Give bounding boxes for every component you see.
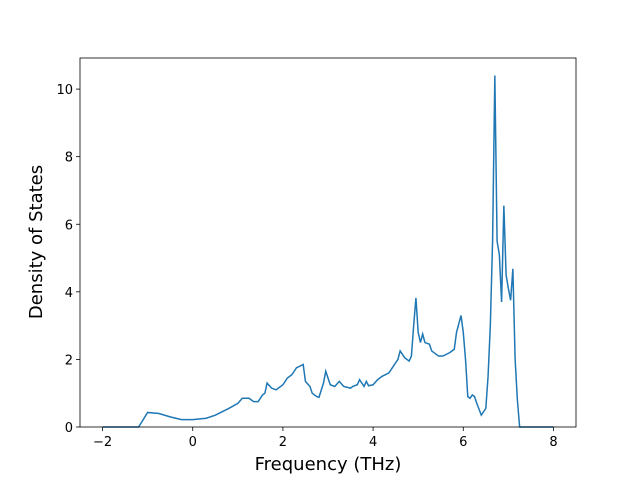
x-tick-label: 6 [459, 435, 467, 450]
x-tick-label: 0 [189, 435, 197, 450]
x-tick-label: 4 [369, 435, 377, 450]
x-tick-label: −2 [93, 435, 112, 450]
y-axis-label: Density of States [26, 165, 47, 319]
data-line [102, 75, 554, 428]
x-tick-label: 2 [279, 435, 287, 450]
y-tick-label: 10 [56, 83, 73, 98]
x-tick-label: 8 [549, 435, 557, 450]
y-tick-label: 2 [65, 353, 73, 368]
y-tick-label: 8 [65, 151, 73, 166]
y-tick-label: 0 [65, 421, 73, 436]
y-tick-label: 4 [65, 286, 73, 301]
y-tick-label: 6 [65, 218, 73, 233]
x-axis-label: Frequency (THz) [255, 454, 402, 475]
plot-frame [79, 57, 577, 428]
